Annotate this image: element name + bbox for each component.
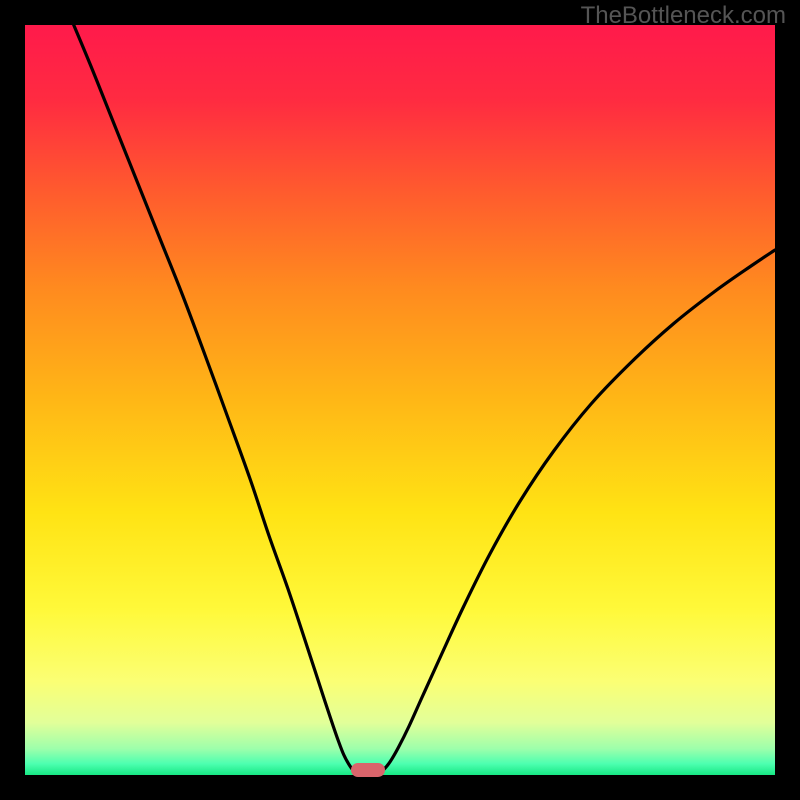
curve-left-branch <box>74 25 359 774</box>
watermark-text: TheBottleneck.com <box>581 2 786 30</box>
plot-area <box>25 25 775 775</box>
optimum-marker <box>351 763 385 777</box>
bottleneck-curve <box>25 25 775 775</box>
curve-right-branch <box>378 250 776 774</box>
